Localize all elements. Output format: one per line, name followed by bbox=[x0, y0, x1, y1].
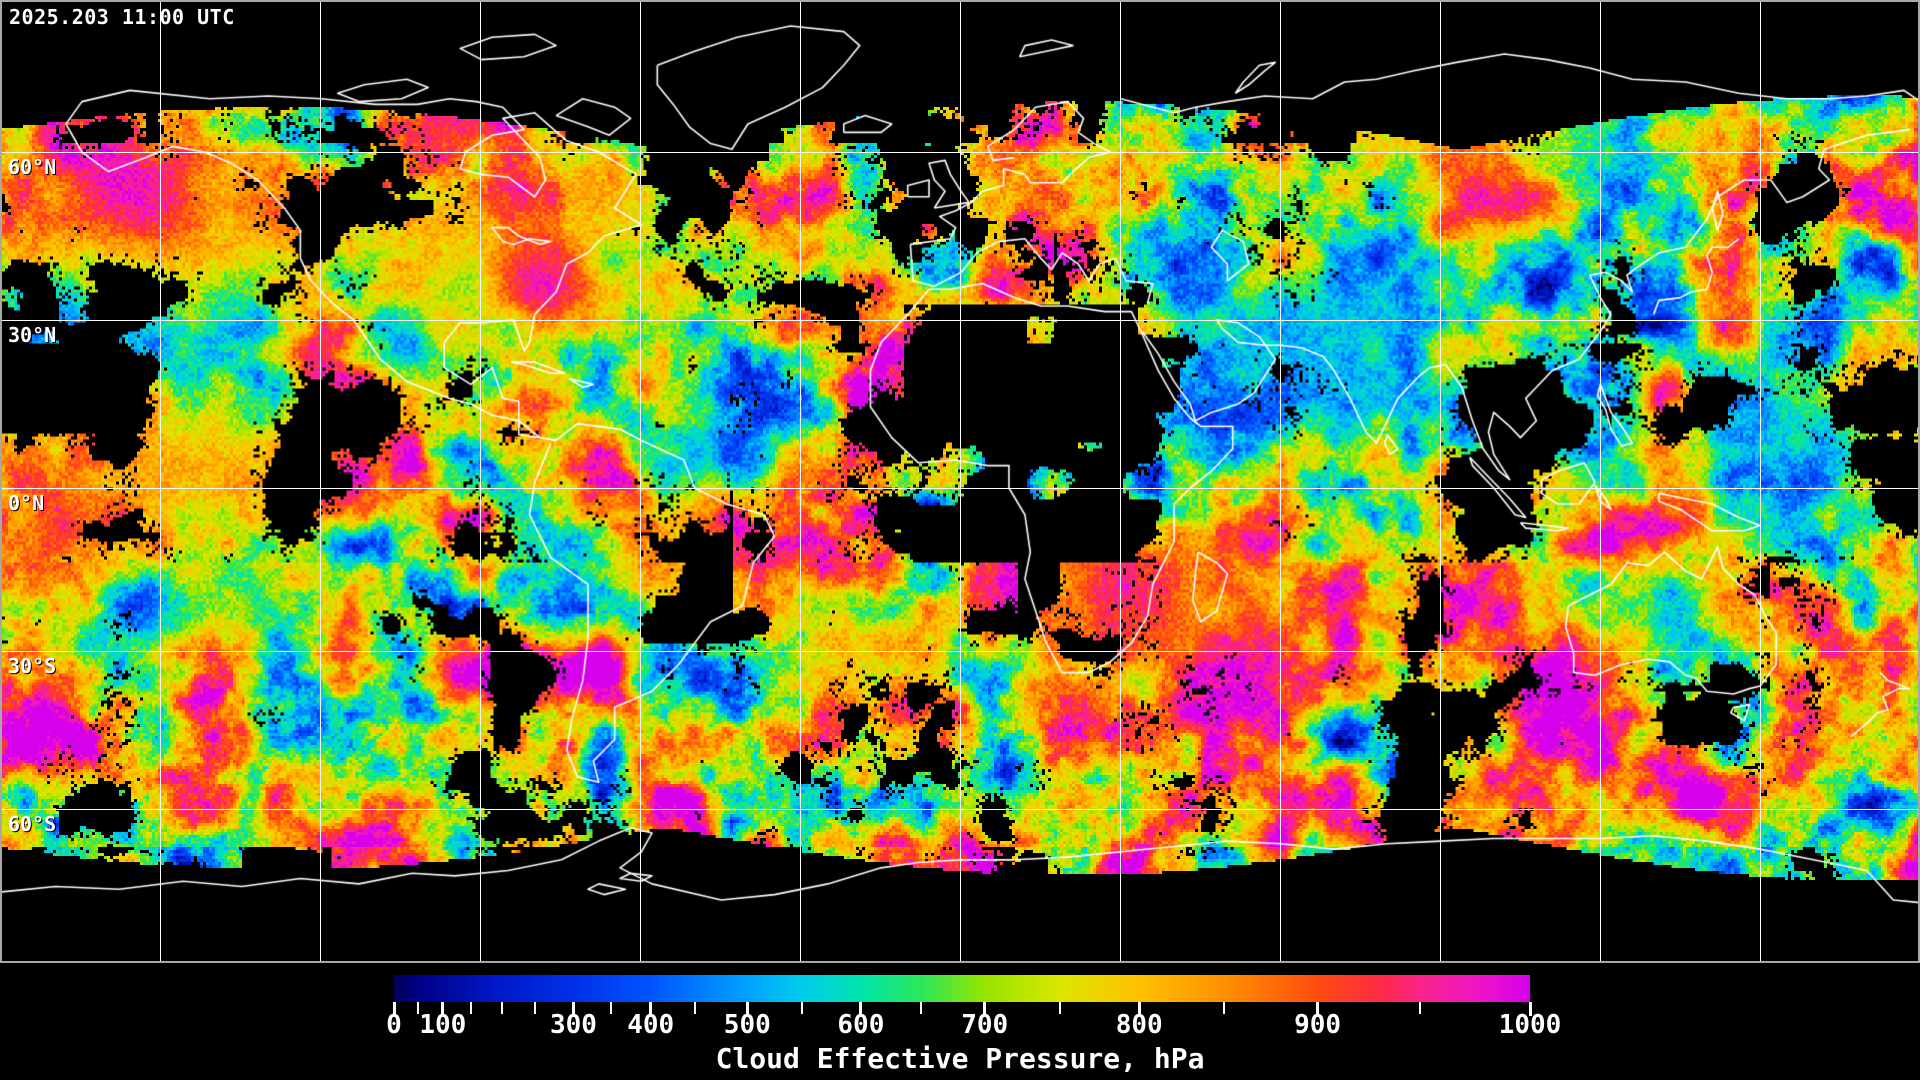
colorbar-minor-tick bbox=[694, 1002, 697, 1014]
graticule-meridian bbox=[1760, 2, 1761, 961]
colorbar-major-tick bbox=[392, 1002, 396, 1016]
colorbar-tick-label: 1000 bbox=[1498, 1010, 1562, 1040]
colorbar-minor-tick bbox=[1223, 1002, 1226, 1014]
graticule-parallel bbox=[2, 152, 1918, 153]
colorbar-title: Cloud Effective Pressure, hPa bbox=[715, 1042, 1205, 1075]
colorbar-minor-tick bbox=[1058, 1002, 1061, 1014]
graticule-meridian bbox=[1440, 2, 1441, 961]
latitude-label: 30°N bbox=[8, 323, 57, 347]
colorbar-major-tick bbox=[983, 1002, 987, 1016]
colorbar-major-tick bbox=[859, 1002, 863, 1016]
colorbar-gradient bbox=[394, 975, 1530, 1002]
colorbar-tick-label: 600 bbox=[837, 1010, 885, 1040]
colorbar: 0 100 300 400 500 600 700 800 900 1000 Cloud Effe… bbox=[0, 963, 1920, 1080]
timestamp: 2025.203 11:00 UTC bbox=[9, 5, 235, 29]
colorbar-minor-tick bbox=[609, 1002, 612, 1014]
graticule-meridian bbox=[1120, 2, 1121, 961]
latitude-label: 60°N bbox=[8, 155, 57, 179]
graticule-meridian bbox=[480, 2, 481, 961]
colorbar-minor-tick bbox=[1418, 1002, 1421, 1014]
graticule-meridian bbox=[960, 2, 961, 961]
colorbar-tick-label: 400 bbox=[627, 1010, 675, 1040]
colorbar-minor-tick bbox=[800, 1002, 803, 1014]
graticule-meridian bbox=[1600, 2, 1601, 961]
colorbar-major-tick bbox=[649, 1002, 653, 1016]
colorbar-tick-label: 500 bbox=[723, 1010, 771, 1040]
graticule-meridian bbox=[1280, 2, 1281, 961]
coastline-canvas bbox=[2, 2, 1918, 961]
colorbar-minor-tick bbox=[470, 1002, 473, 1014]
colorbar-minor-tick bbox=[500, 1002, 503, 1014]
colorbar-minor-tick bbox=[920, 1002, 923, 1014]
colorbar-major-tick bbox=[571, 1002, 575, 1016]
graticule-meridian bbox=[640, 2, 641, 961]
colorbar-tick-label: 0 bbox=[386, 1010, 402, 1040]
graticule-parallel bbox=[2, 809, 1918, 810]
colorbar-major-tick bbox=[1316, 1002, 1320, 1016]
graticule-parallel bbox=[2, 488, 1918, 489]
colorbar-major-tick bbox=[745, 1002, 749, 1016]
latitude-label: 0°N bbox=[8, 491, 45, 515]
colorbar-major-tick bbox=[441, 1002, 445, 1016]
colorbar-major-tick bbox=[1528, 1002, 1532, 1016]
graticule-parallel bbox=[2, 320, 1918, 321]
colorbar-tick-label: 700 bbox=[961, 1010, 1009, 1040]
colorbar-tick-label: 300 bbox=[550, 1010, 597, 1040]
colorbar-major-tick bbox=[1137, 1002, 1141, 1016]
map-frame: 60°N 30°N 0°N 30°S 60°S 2025.203 11:00 UTC bbox=[0, 0, 1920, 963]
graticule-parallel bbox=[2, 651, 1918, 652]
graticule-meridian bbox=[160, 2, 161, 961]
graticule-meridian bbox=[800, 2, 801, 961]
latitude-label: 60°S bbox=[8, 812, 57, 836]
colorbar-tick-label: 900 bbox=[1294, 1010, 1342, 1040]
colorbar-minor-tick bbox=[416, 1002, 419, 1014]
colorbar-tick-label: 800 bbox=[1115, 1010, 1163, 1040]
graticule-meridian bbox=[320, 2, 321, 961]
latitude-label: 30°S bbox=[8, 654, 57, 678]
colorbar-tick-label: 100 bbox=[419, 1010, 467, 1040]
colorbar-minor-tick bbox=[533, 1002, 536, 1014]
